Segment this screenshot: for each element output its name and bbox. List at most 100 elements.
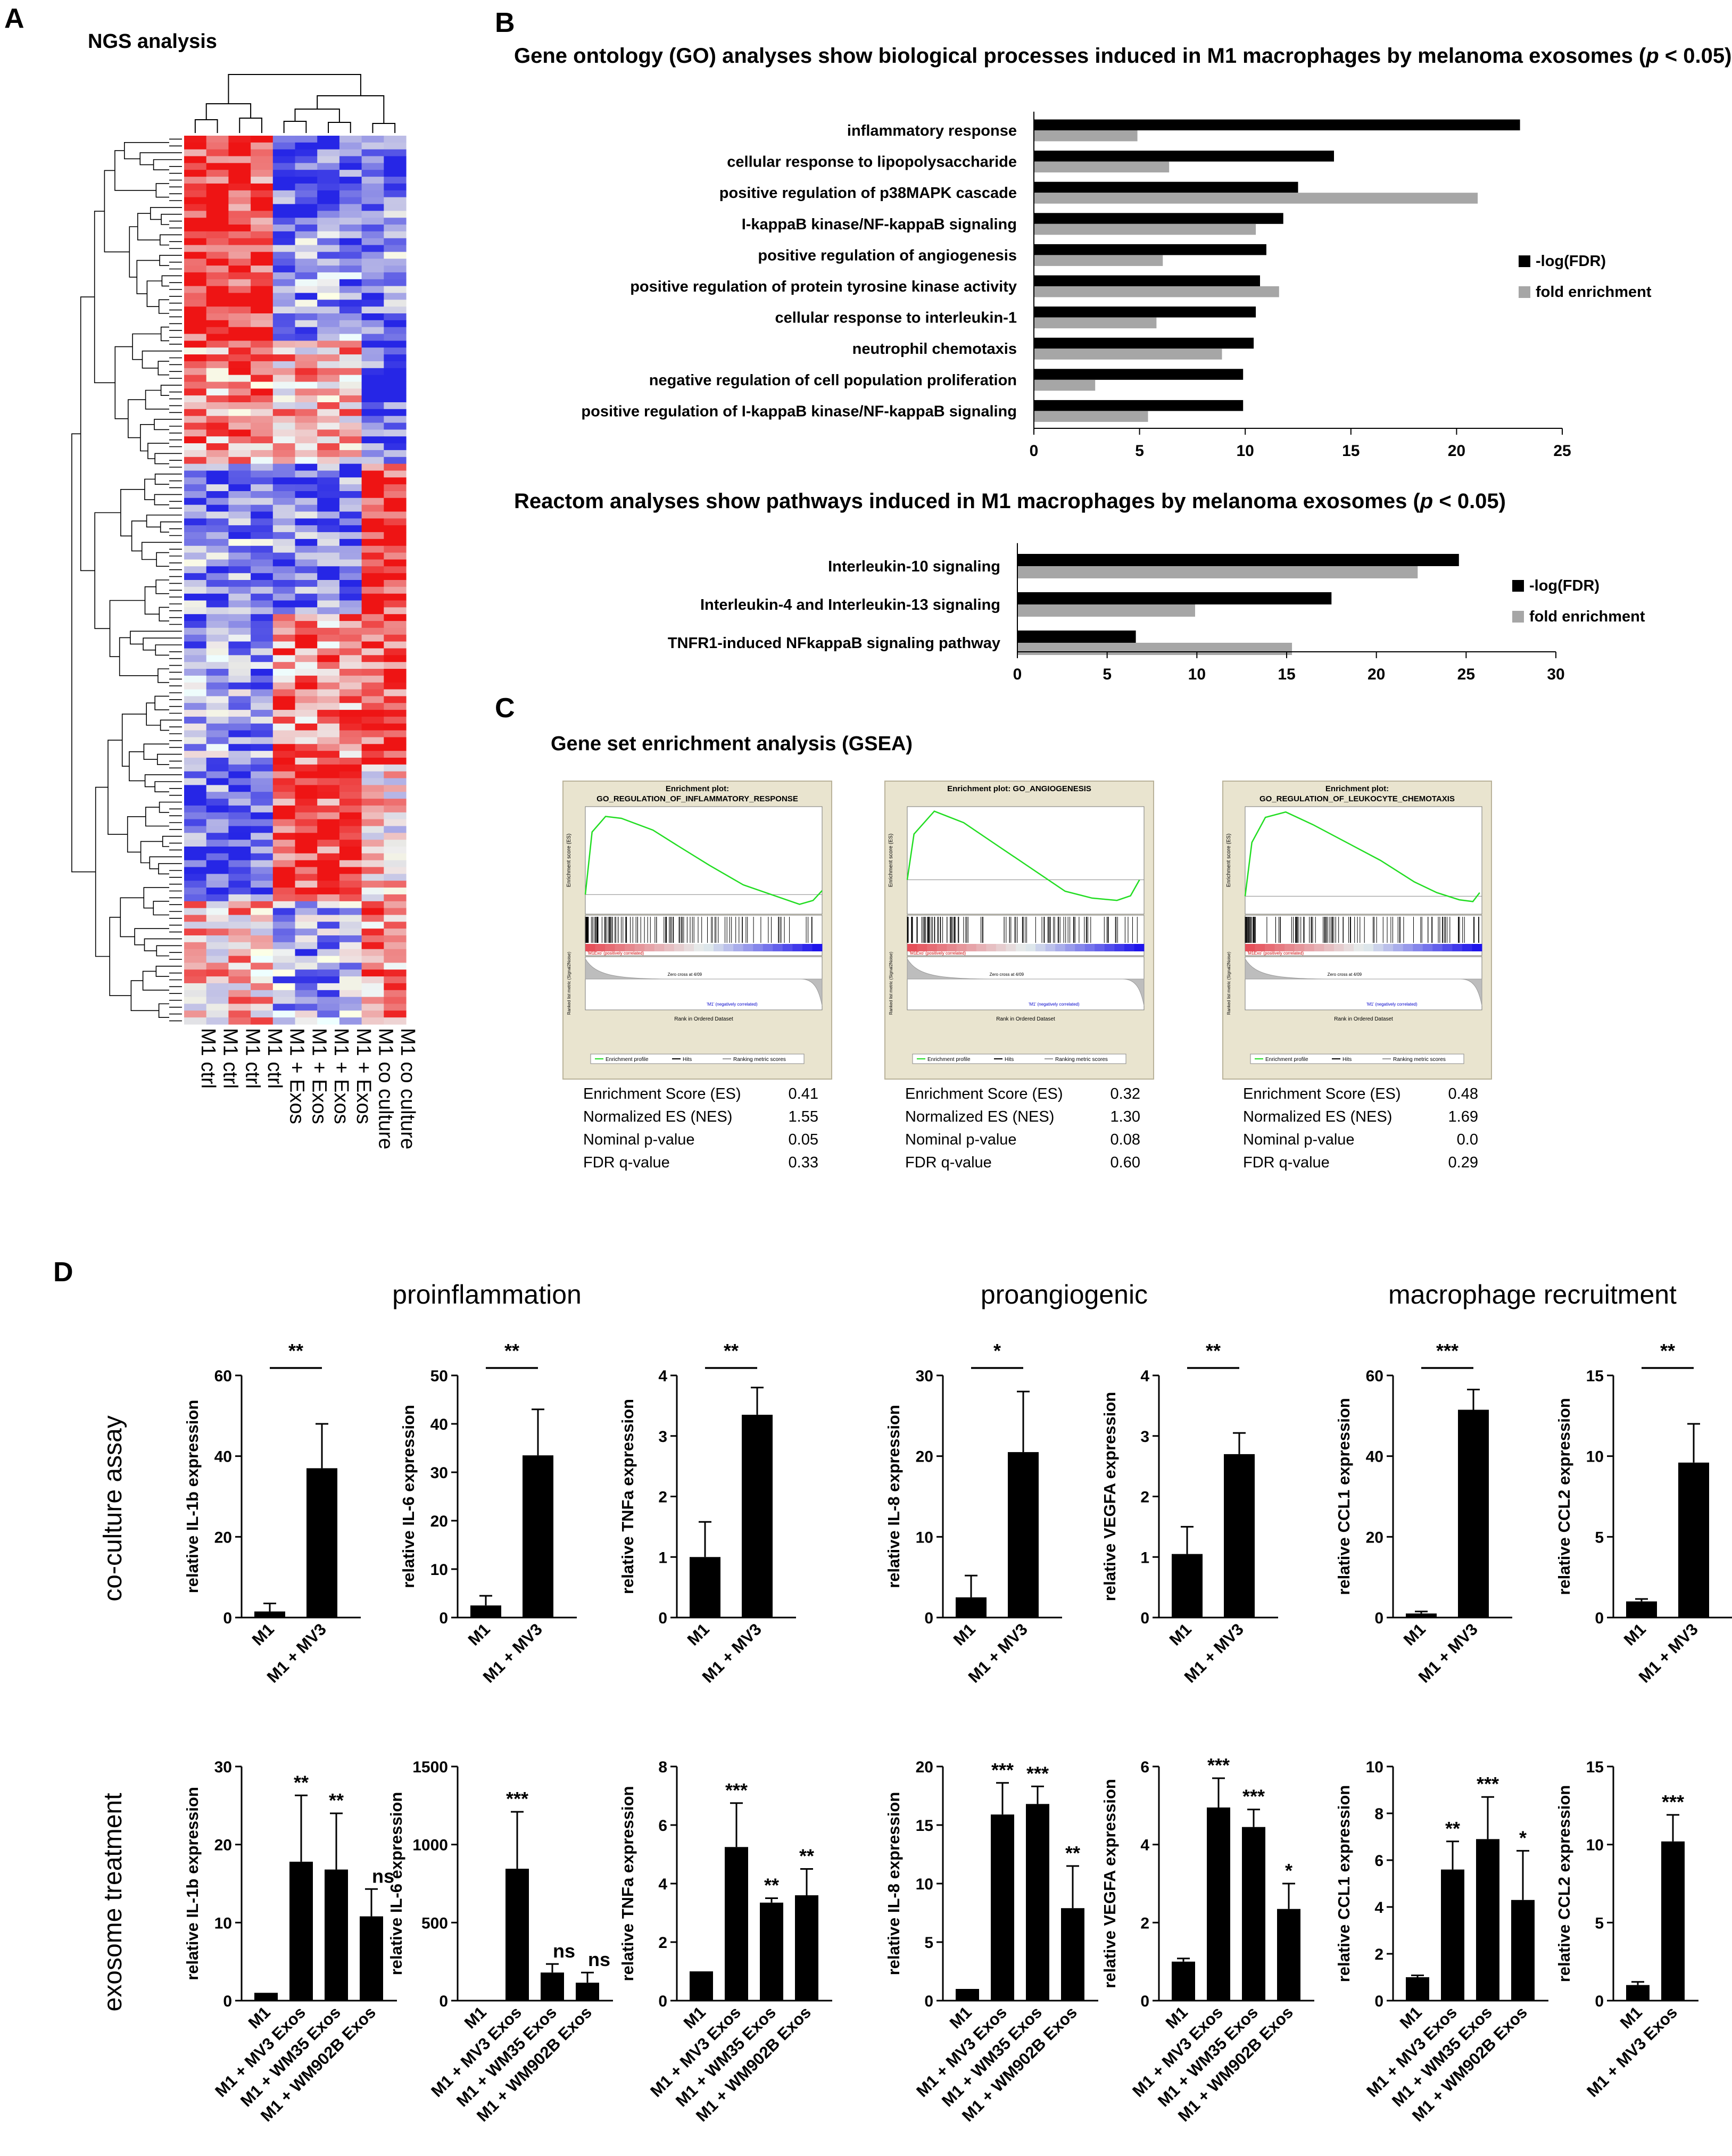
stat-label: FDR q-value <box>583 1154 670 1171</box>
heatmap-cell <box>206 956 229 963</box>
heatmap-cell <box>272 785 296 792</box>
heatmap-cell <box>361 860 384 868</box>
heatmap-cell <box>339 1004 362 1011</box>
heatmap-cell <box>317 881 340 888</box>
heatmap-cell <box>206 621 229 628</box>
heatmap-cell <box>272 976 296 984</box>
heatmap-cell <box>384 1004 407 1011</box>
heatmap-cell <box>272 723 296 731</box>
heatmap-cell <box>206 231 229 239</box>
heatmap-cell <box>206 888 229 895</box>
heatmap-cell <box>272 491 296 499</box>
heatmap-cell <box>206 1004 229 1011</box>
heatmap-cell <box>339 888 362 895</box>
bar-fold-enrichment <box>1034 286 1279 297</box>
y-tick-label: 5 <box>1595 1914 1604 1932</box>
bar <box>1458 1409 1489 1618</box>
heatmap-cell <box>251 293 274 300</box>
heatmap-cell <box>384 142 407 150</box>
heatmap-cell <box>251 655 274 662</box>
y-tick-label: 2 <box>1140 1914 1149 1932</box>
heatmap-cell <box>295 744 318 751</box>
heatmap-cell <box>184 306 207 314</box>
y-tick-label: 60 <box>214 1367 232 1385</box>
category-label: cellular response to lipopolysaccharide <box>727 154 1017 171</box>
heatmap-cell <box>317 580 340 587</box>
y-tick-label: 3 <box>1140 1428 1149 1446</box>
heatmap-cell <box>272 812 296 820</box>
heatmap-cell <box>295 388 318 396</box>
heatmap-cell <box>339 901 362 909</box>
heatmap-cell <box>317 614 340 621</box>
heatmap-cell <box>317 416 340 424</box>
heatmap-cell <box>317 662 340 669</box>
heatmap-cell <box>361 504 384 512</box>
heatmap-cell <box>206 942 229 950</box>
heatmap-cell <box>317 306 340 314</box>
heatmap-cell <box>295 997 318 1004</box>
heatmap-cell <box>184 662 207 669</box>
heatmap-cell <box>361 334 384 341</box>
bar-neglog-fdr <box>1034 400 1244 411</box>
heatmap-cell <box>251 990 274 998</box>
y-axis-label: relative TNFa expression <box>618 1399 637 1594</box>
heatmap-cell <box>184 737 207 744</box>
heatmap-cell <box>384 170 407 177</box>
heatmap-cell <box>228 313 251 321</box>
heatmap-cell <box>251 361 274 369</box>
heatmap-cell <box>361 272 384 280</box>
bar <box>1242 1827 1265 2001</box>
heatmap-cell <box>206 997 229 1004</box>
heatmap-cell <box>384 463 407 471</box>
heatmap-cell <box>184 559 207 567</box>
group-title-proinflammation: proinflammation <box>392 1280 582 1309</box>
panel-label-b: B <box>495 7 515 38</box>
heatmap-cell <box>339 881 362 888</box>
heatmap-cell <box>206 361 229 369</box>
heatmap-cell <box>295 737 318 744</box>
heatmap-cell <box>339 504 362 512</box>
heatmap-cell <box>295 833 318 840</box>
y-tick-label: 4 <box>1140 1837 1149 1854</box>
y-tick-label: 2 <box>658 1934 667 1952</box>
heatmap-cell <box>384 874 407 881</box>
heatmap-cell <box>361 669 384 676</box>
heatmap-column-label: M1 + Exos <box>330 1028 352 1124</box>
bar <box>1678 1462 1709 1618</box>
heatmap-cell <box>184 764 207 772</box>
heatmap-cell <box>272 388 296 396</box>
heatmap-cell <box>295 723 318 731</box>
heatmap-cell <box>317 538 340 546</box>
heatmap-cell <box>361 689 384 696</box>
heatmap-cell <box>339 197 362 204</box>
heatmap-cell <box>206 177 229 184</box>
heatmap-cell <box>339 922 362 929</box>
heatmap-cell <box>228 341 251 348</box>
x-tick-label: 5 <box>1135 442 1144 460</box>
heatmap-cell <box>384 956 407 963</box>
heatmap-cell <box>184 1010 207 1018</box>
dendrogram-branch <box>80 296 95 571</box>
heatmap-cell <box>339 252 362 259</box>
heatmap-cell <box>361 901 384 909</box>
heatmap-cell <box>184 655 207 662</box>
heatmap-cell <box>206 819 229 826</box>
heatmap-cell <box>206 422 229 430</box>
heatmap-cell <box>384 593 407 601</box>
dendrogram-branch <box>146 702 161 726</box>
heatmap-cell <box>295 518 318 526</box>
heatmap-cell <box>272 915 296 922</box>
heatmap-cell <box>339 538 362 546</box>
heatmap-cell <box>206 183 229 191</box>
heatmap-cell <box>251 669 274 676</box>
heatmap-cell <box>251 600 274 608</box>
heatmap-cell <box>184 744 207 751</box>
heatmap-cell <box>272 436 296 444</box>
heatmap-cell <box>184 771 207 779</box>
heatmap-cell <box>251 771 274 779</box>
heatmap-cell <box>317 792 340 799</box>
y-axis-label: relative CCL2 expression <box>1555 1398 1573 1595</box>
heatmap-cell <box>228 847 251 854</box>
bar-neglog-fdr <box>1034 369 1244 380</box>
heatmap-cell <box>251 559 274 567</box>
